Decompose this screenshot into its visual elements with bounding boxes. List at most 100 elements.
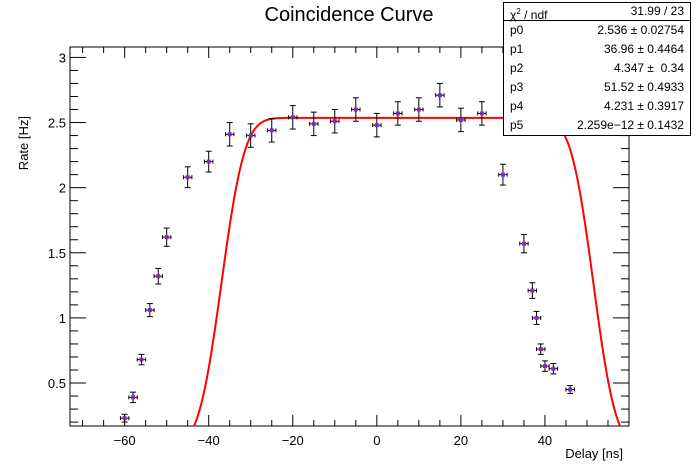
data-point xyxy=(119,413,130,423)
plot-area xyxy=(119,82,622,426)
data-point xyxy=(414,97,424,122)
param-label: p2 xyxy=(510,61,524,75)
ndf-label: / ndf xyxy=(524,8,548,22)
data-marker xyxy=(206,159,211,164)
data-marker xyxy=(353,107,358,112)
data-point xyxy=(128,391,138,404)
param-label: p5 xyxy=(510,118,524,132)
x-tick-label: 40 xyxy=(538,433,552,448)
data-point xyxy=(519,234,529,254)
data-marker xyxy=(551,366,556,371)
stats-header: χ2 / ndf 31.99 / 23 xyxy=(504,3,690,22)
data-point xyxy=(203,150,214,173)
param-value: 51.52 ± 0.4933 xyxy=(604,80,684,94)
param-label: p4 xyxy=(510,99,524,113)
stats-row-p3: p3 51.52 ± 0.4933 xyxy=(504,78,690,97)
param-label: p1 xyxy=(510,42,524,56)
x-axis: −60 −40 −20 0 20 40 xyxy=(82,47,609,448)
data-point xyxy=(246,123,256,148)
data-point xyxy=(477,101,487,126)
data-marker xyxy=(156,274,161,279)
data-marker xyxy=(530,288,535,293)
stats-row-p2: p2 4.347 ± 0.34 xyxy=(504,59,690,78)
x-tick-label: −40 xyxy=(198,433,220,448)
plot-frame xyxy=(69,46,630,427)
y-tick-label: 0.5 xyxy=(48,376,66,391)
data-marker xyxy=(437,93,442,98)
data-marker xyxy=(332,119,337,124)
data-marker xyxy=(269,128,274,133)
chart-title: Coincidence Curve xyxy=(264,4,434,26)
data-point xyxy=(565,385,575,394)
data-marker xyxy=(374,123,379,128)
data-point xyxy=(288,105,298,130)
data-point xyxy=(225,122,235,147)
data-point xyxy=(372,112,382,138)
data-marker xyxy=(248,133,253,138)
data-marker xyxy=(290,115,295,120)
stats-row-p5: p5 2.259e−12 ± 0.1432 xyxy=(504,116,690,135)
data-point xyxy=(309,111,319,137)
data-marker xyxy=(542,364,547,369)
data-marker xyxy=(500,172,505,177)
data-marker xyxy=(147,308,152,313)
data-point xyxy=(145,303,155,318)
data-point xyxy=(498,163,508,186)
data-point xyxy=(435,82,445,108)
param-value: 2.536 ± 0.02754 xyxy=(597,23,684,37)
chi-superscript: 2 xyxy=(516,7,521,16)
data-marker xyxy=(458,117,463,122)
param-label: p0 xyxy=(510,23,524,37)
y-tick-label: 1.5 xyxy=(48,246,66,261)
y-axis-label: Rate [Hz] xyxy=(16,116,31,170)
y-tick-label: 1 xyxy=(59,311,66,326)
chi2-ndf-value: 31.99 / 23 xyxy=(630,4,684,18)
x-tick-label: 0 xyxy=(373,433,380,448)
stats-row-p1: p1 36.96 ± 0.4464 xyxy=(504,40,690,59)
data-point xyxy=(540,360,550,372)
data-point xyxy=(393,101,403,126)
data-point xyxy=(536,343,546,355)
chi2-ndf-label: χ2 / ndf xyxy=(510,3,548,22)
data-point xyxy=(531,310,542,325)
data-point xyxy=(351,97,361,122)
data-point xyxy=(548,362,559,375)
data-marker xyxy=(164,235,169,240)
x-tick-label: −20 xyxy=(282,433,304,448)
data-marker xyxy=(534,315,539,320)
data-marker xyxy=(538,347,543,352)
data-marker xyxy=(311,121,316,126)
data-marker xyxy=(416,107,421,112)
data-point xyxy=(456,107,466,133)
y-tick-label: 2 xyxy=(59,181,66,196)
plot-border xyxy=(69,46,630,427)
data-marker xyxy=(185,175,190,180)
x-tick-label: −60 xyxy=(114,433,136,448)
param-value: 4.231 ± 0.3917 xyxy=(604,99,684,113)
data-marker xyxy=(568,387,573,392)
data-marker xyxy=(227,132,232,137)
y-tick-label: 3 xyxy=(59,50,66,65)
x-tick-label: 20 xyxy=(454,433,468,448)
fit-statistics-box: χ2 / ndf 31.99 / 23 p0 2.536 ± 0.02754 p… xyxy=(503,2,691,136)
y-tick-label: 2.5 xyxy=(48,116,66,131)
data-point xyxy=(182,166,193,189)
param-value: 2.259e−12 ± 0.1432 xyxy=(576,118,684,132)
data-marker xyxy=(479,111,484,116)
data-marker xyxy=(131,395,136,400)
param-value: 4.347 ± 0.34 xyxy=(614,61,684,75)
data-point xyxy=(153,267,163,285)
param-value: 36.96 ± 0.4464 xyxy=(604,42,684,56)
stats-row-p4: p4 4.231 ± 0.3917 xyxy=(504,97,690,116)
data-marker xyxy=(139,357,144,362)
data-marker xyxy=(122,416,127,421)
data-marker xyxy=(521,241,526,246)
x-axis-label: Delay [ns] xyxy=(565,446,623,461)
data-point xyxy=(330,109,340,134)
data-point xyxy=(161,227,172,247)
param-label: p3 xyxy=(510,80,524,94)
chi-symbol: χ xyxy=(510,8,517,22)
data-marker xyxy=(395,111,400,116)
data-point xyxy=(267,118,277,143)
